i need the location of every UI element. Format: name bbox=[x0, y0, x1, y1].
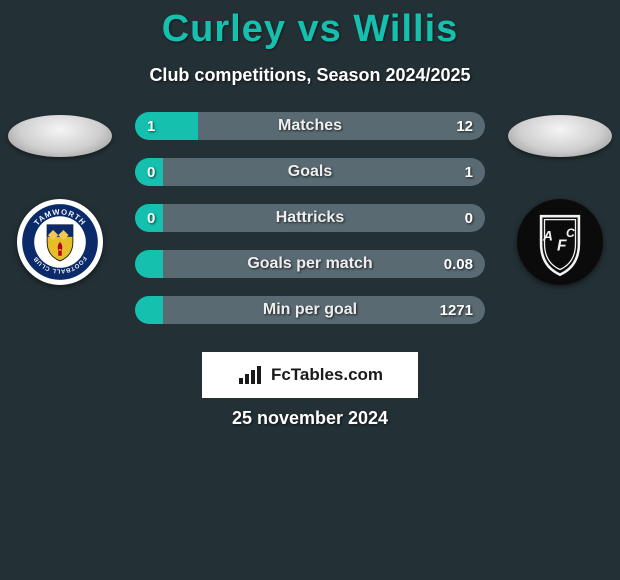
footer-brand-text: FcTables.com bbox=[271, 365, 383, 385]
subtitle: Club competitions, Season 2024/2025 bbox=[0, 65, 620, 86]
stat-value-right: 0.08 bbox=[444, 250, 473, 278]
stat-label: Goals bbox=[135, 158, 485, 186]
stat-label: Min per goal bbox=[135, 296, 485, 324]
svg-text:C: C bbox=[566, 226, 575, 240]
stat-value-right: 12 bbox=[456, 112, 473, 140]
player-right-photo bbox=[508, 115, 612, 157]
stat-value-left: 0 bbox=[147, 204, 155, 232]
stat-value-left: 1 bbox=[147, 112, 155, 140]
stat-row: Matches1 12 bbox=[135, 112, 485, 140]
stat-row: Goals per match0.08 bbox=[135, 250, 485, 278]
stat-value-right: 0 bbox=[465, 204, 473, 232]
stat-row: Min per goal1271 bbox=[135, 296, 485, 324]
date: 25 november 2024 bbox=[0, 408, 620, 429]
stat-value-right: 1271 bbox=[440, 296, 473, 324]
stats-panel: Matches112Goals01Hattricks00Goals per ma… bbox=[135, 112, 485, 342]
svg-text:A: A bbox=[542, 228, 553, 243]
stat-label: Matches bbox=[135, 112, 485, 140]
brand-icon bbox=[237, 364, 265, 386]
crest-right-svg: A F C bbox=[517, 199, 603, 285]
stat-label: Goals per match bbox=[135, 250, 485, 278]
player-left: TAMWORTH FOOTBALL CLUB bbox=[0, 115, 120, 285]
stat-row: Hattricks0 0 bbox=[135, 204, 485, 232]
stat-value-left: 0 bbox=[147, 158, 155, 186]
player-left-photo bbox=[8, 115, 112, 157]
crest-left: TAMWORTH FOOTBALL CLUB bbox=[17, 199, 103, 285]
crest-left-svg: TAMWORTH FOOTBALL CLUB bbox=[17, 199, 103, 285]
stat-label: Hattricks bbox=[135, 204, 485, 232]
player-right: A F C bbox=[500, 115, 620, 285]
footer-brand: FcTables.com bbox=[202, 352, 418, 398]
stat-value-right: 1 bbox=[465, 158, 473, 186]
page-title: Curley vs Willis bbox=[0, 0, 620, 51]
crest-right: A F C bbox=[517, 199, 603, 285]
stat-row: Goals0 1 bbox=[135, 158, 485, 186]
svg-text:F: F bbox=[557, 238, 567, 255]
